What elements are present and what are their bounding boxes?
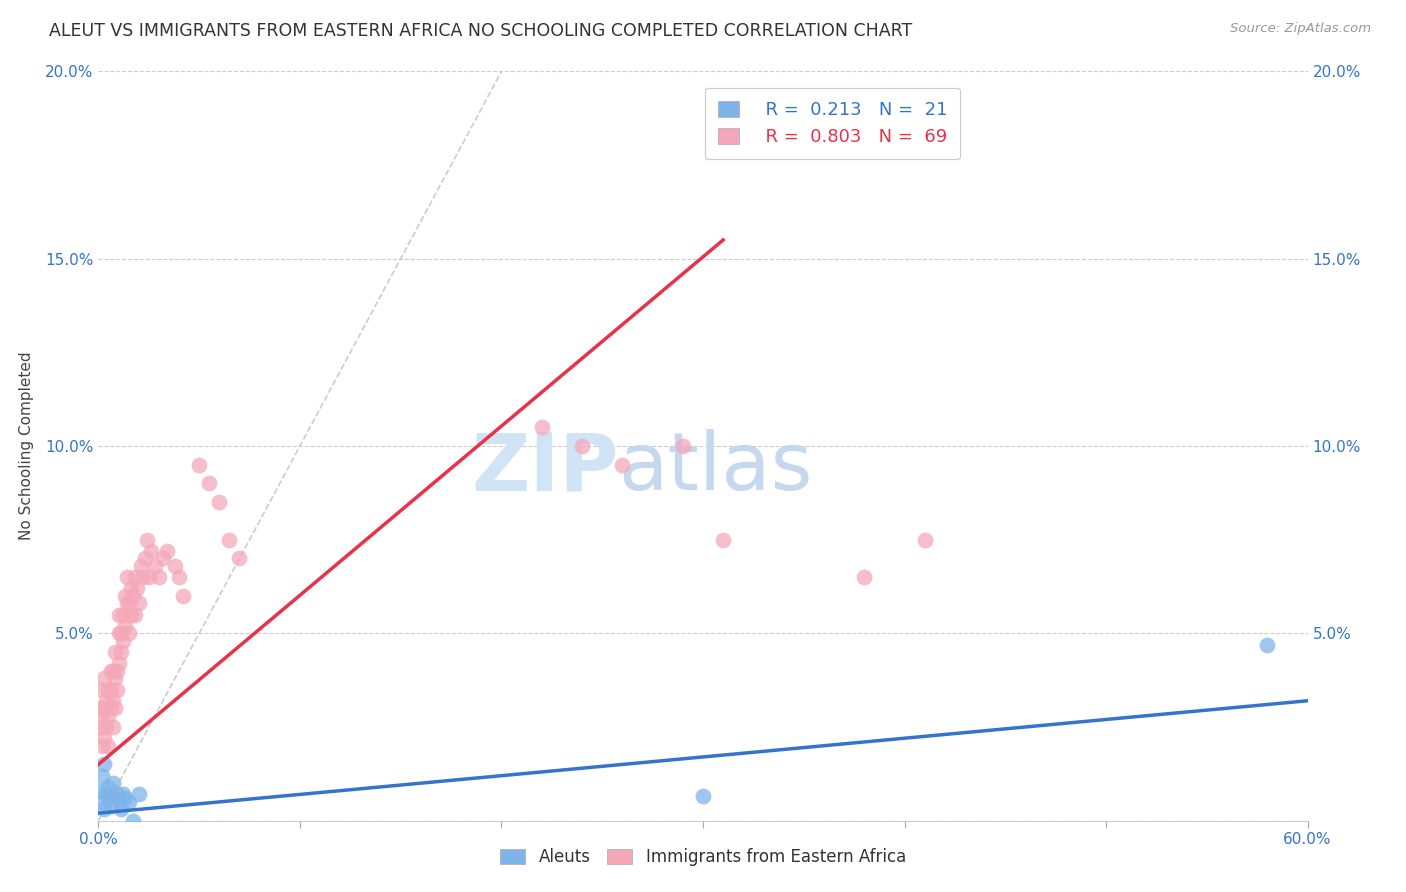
Point	[115, 570, 138, 584]
Point	[188, 458, 211, 472]
Point	[101, 776, 124, 790]
Point	[111, 788, 134, 802]
Point	[692, 789, 714, 804]
Point	[152, 551, 174, 566]
Point	[853, 570, 876, 584]
Point	[114, 589, 136, 603]
Point	[101, 664, 124, 678]
Point	[96, 788, 118, 802]
Point	[571, 439, 593, 453]
Point	[101, 720, 124, 734]
Point	[93, 701, 115, 715]
Point	[198, 476, 221, 491]
Point	[111, 607, 134, 622]
Point	[89, 783, 111, 797]
Legend: Aleuts, Immigrants from Eastern Africa: Aleuts, Immigrants from Eastern Africa	[492, 840, 914, 875]
Y-axis label: No Schooling Completed: No Schooling Completed	[20, 351, 34, 541]
Point	[111, 633, 134, 648]
Point	[107, 607, 129, 622]
Text: atlas: atlas	[619, 429, 813, 508]
Point	[129, 558, 152, 573]
Point	[128, 596, 150, 610]
Point	[100, 664, 122, 678]
Point	[110, 626, 132, 640]
Point	[118, 795, 141, 809]
Point	[167, 570, 190, 584]
Point	[91, 795, 114, 809]
Point	[91, 769, 114, 783]
Point	[103, 645, 125, 659]
Point	[91, 708, 114, 723]
Point	[100, 701, 122, 715]
Point	[711, 533, 734, 547]
Point	[672, 439, 695, 453]
Point	[103, 671, 125, 685]
Point	[110, 802, 132, 816]
Point	[107, 657, 129, 671]
Point	[115, 596, 138, 610]
Point	[208, 495, 231, 509]
Point	[107, 626, 129, 640]
Text: ZIP: ZIP	[471, 429, 619, 508]
Point	[105, 788, 128, 802]
Point	[612, 458, 634, 472]
Point	[97, 708, 120, 723]
Point	[125, 582, 148, 596]
Point	[118, 596, 141, 610]
Point	[96, 694, 118, 708]
Point	[110, 645, 132, 659]
Text: Source: ZipAtlas.com: Source: ZipAtlas.com	[1230, 22, 1371, 36]
Point	[143, 558, 166, 573]
Point	[100, 682, 122, 697]
Point	[914, 533, 936, 547]
Point	[114, 619, 136, 633]
Point	[120, 607, 142, 622]
Point	[89, 701, 111, 715]
Point	[138, 570, 160, 584]
Point	[120, 582, 142, 596]
Point	[124, 607, 146, 622]
Point	[107, 795, 129, 809]
Point	[148, 570, 170, 584]
Point	[124, 570, 146, 584]
Point	[530, 420, 553, 434]
Point	[105, 682, 128, 697]
Point	[139, 544, 162, 558]
Point	[121, 814, 143, 828]
Point	[134, 551, 156, 566]
Point	[93, 671, 115, 685]
Point	[93, 731, 115, 746]
Point	[91, 682, 114, 697]
Point	[172, 589, 194, 603]
Point	[163, 558, 186, 573]
Point	[97, 780, 120, 794]
Point	[128, 788, 150, 802]
Point	[114, 791, 136, 805]
Point	[105, 664, 128, 678]
Point	[100, 798, 122, 813]
Point	[97, 791, 120, 805]
Text: ALEUT VS IMMIGRANTS FROM EASTERN AFRICA NO SCHOOLING COMPLETED CORRELATION CHART: ALEUT VS IMMIGRANTS FROM EASTERN AFRICA …	[49, 22, 912, 40]
Point	[93, 802, 115, 816]
Point	[89, 720, 111, 734]
Point	[103, 791, 125, 805]
Point	[132, 570, 155, 584]
Point	[91, 739, 114, 753]
Point	[156, 544, 179, 558]
Point	[97, 682, 120, 697]
Point	[101, 694, 124, 708]
Point	[97, 739, 120, 753]
Point	[1256, 638, 1278, 652]
Point	[135, 533, 157, 547]
Point	[228, 551, 250, 566]
Point	[103, 701, 125, 715]
Point	[121, 589, 143, 603]
Legend:   R =  0.213   N =  21,   R =  0.803   N =  69: R = 0.213 N = 21, R = 0.803 N = 69	[704, 88, 960, 159]
Point	[118, 626, 141, 640]
Point	[96, 720, 118, 734]
Point	[93, 757, 115, 772]
Point	[218, 533, 240, 547]
